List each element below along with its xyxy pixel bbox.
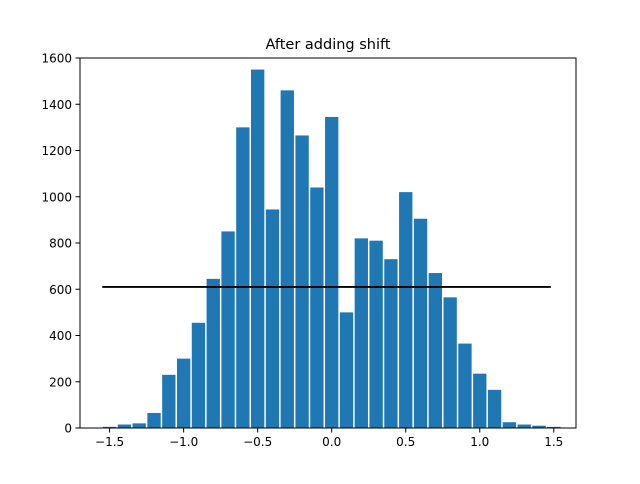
x-tick-label: −1.5 bbox=[95, 435, 124, 449]
bar bbox=[413, 218, 428, 428]
y-tick-label: 400 bbox=[49, 329, 72, 343]
bar bbox=[384, 259, 398, 428]
y-tick-label: 0 bbox=[64, 422, 72, 436]
bar bbox=[325, 116, 339, 428]
y-tick-label: 600 bbox=[49, 283, 72, 297]
bar bbox=[443, 297, 457, 428]
y-tick-label: 1200 bbox=[41, 144, 72, 158]
y-tick-label: 1600 bbox=[41, 52, 72, 66]
bar bbox=[547, 426, 561, 428]
bar bbox=[399, 192, 413, 428]
x-tick-label: −1.0 bbox=[169, 435, 198, 449]
bar bbox=[251, 69, 265, 428]
bar bbox=[102, 426, 117, 428]
bar bbox=[147, 412, 161, 428]
bar bbox=[517, 424, 531, 428]
chart-title: After adding shift bbox=[265, 37, 390, 53]
bar bbox=[487, 389, 502, 428]
y-axis: 0 200 400 600 800 1000 1200 1400 1600 bbox=[41, 52, 80, 436]
bar bbox=[473, 373, 487, 428]
y-tick-label: 200 bbox=[49, 375, 72, 389]
bar bbox=[191, 322, 206, 428]
bar bbox=[458, 343, 472, 428]
bar bbox=[132, 423, 146, 428]
bar bbox=[176, 358, 191, 428]
bar bbox=[265, 209, 280, 428]
x-axis: −1.5 −1.0 −0.5 0.0 0.5 1.0 1.5 bbox=[95, 428, 563, 449]
bar bbox=[280, 90, 294, 428]
x-tick-label: 0.5 bbox=[396, 435, 415, 449]
bar bbox=[162, 374, 176, 428]
bar bbox=[117, 424, 132, 428]
bar bbox=[310, 187, 324, 428]
x-tick-label: 0.0 bbox=[322, 435, 341, 449]
bars-group bbox=[102, 69, 561, 428]
bar bbox=[532, 425, 546, 428]
bar bbox=[339, 312, 354, 428]
bar bbox=[236, 127, 250, 428]
bar bbox=[369, 240, 383, 428]
bar bbox=[428, 273, 443, 428]
y-tick-label: 800 bbox=[49, 237, 72, 251]
y-tick-label: 1400 bbox=[41, 98, 72, 112]
y-tick-label: 1000 bbox=[41, 190, 72, 204]
bar bbox=[295, 135, 309, 428]
bar bbox=[354, 238, 368, 428]
x-tick-label: 1.0 bbox=[470, 435, 489, 449]
bar bbox=[502, 422, 517, 428]
plot-frame bbox=[79, 57, 577, 429]
x-tick-label: 1.5 bbox=[544, 435, 563, 449]
bar bbox=[221, 231, 235, 428]
bar bbox=[206, 278, 220, 428]
x-tick-label: −0.5 bbox=[243, 435, 272, 449]
